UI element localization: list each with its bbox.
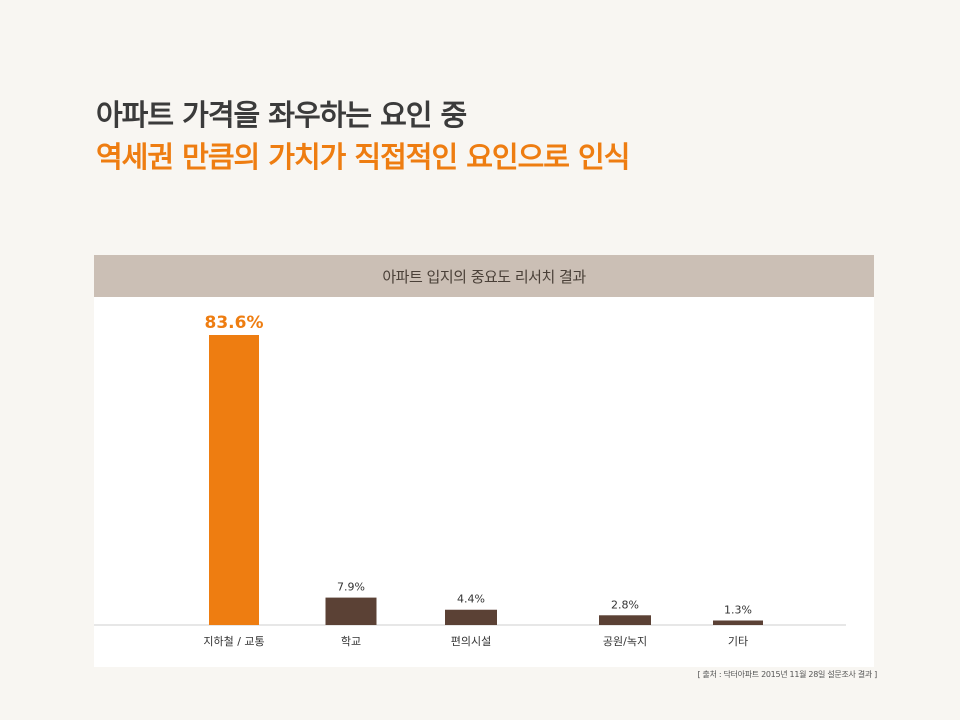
bar-2	[445, 609, 497, 625]
bar-3	[599, 615, 651, 625]
bar-1	[325, 597, 377, 625]
data-label-2: 4.4%	[457, 593, 485, 606]
category-label-4: 기타	[728, 635, 748, 648]
bar-chart: 83.6% 지하철 / 교통 7.9% 학교 4.4% 편의시설 2.8% 공원/녹지 1.3%…	[94, 313, 846, 648]
data-label-3: 2.8%	[611, 598, 639, 611]
data-label-1: 7.9%	[337, 581, 365, 594]
page-headline: 아파트 가격을 좌우하는 요인 중 역세권 만큼의 가치가 직접적인 요인으로 …	[96, 94, 630, 178]
chart-panel: 아파트 입지의 중요도 리서치 결과 83.6% 지하철 / 교통 7.9% 학교 4.…	[94, 255, 874, 667]
data-label-4: 1.3%	[724, 603, 752, 616]
headline-line-1: 아파트 가격을 좌우하는 요인 중	[96, 98, 467, 132]
chart-title-bar: 아파트 입지의 중요도 리서치 결과	[94, 255, 874, 297]
bar-4	[713, 620, 763, 625]
category-label-0: 지하철 / 교통	[203, 634, 264, 648]
category-label-1: 학교	[341, 635, 361, 648]
chart-title: 아파트 입지의 중요도 리서치 결과	[382, 267, 586, 286]
data-label-0: 83.6%	[205, 313, 264, 333]
category-label-2: 편의시설	[451, 635, 491, 648]
bar-0	[209, 335, 259, 625]
headline-line-2: 역세권 만큼의 가치가 직접적인 요인으로 인식	[96, 140, 630, 174]
category-label-3: 공원/녹지	[603, 635, 647, 648]
source-note: [ 출처 : 닥터아파트 2015년 11월 28일 설문조사 결과 ]	[697, 670, 877, 679]
